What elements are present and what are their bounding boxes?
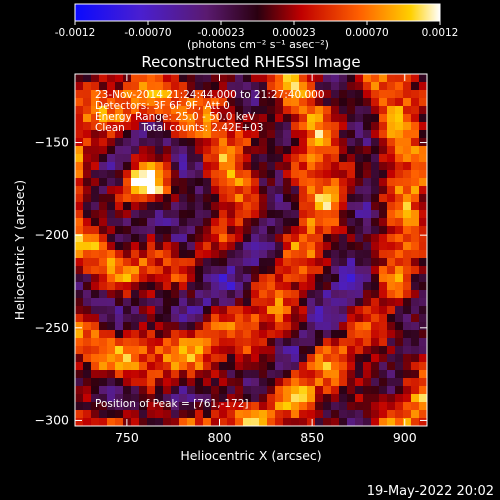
- y-tick-label: −250: [35, 320, 69, 335]
- info-line-detectors: Detectors: 3F 6F 9F, Att 0: [95, 100, 230, 112]
- colorbar-tick-label: -0.00023: [197, 27, 244, 39]
- timestamp: 19-May-2022 20:02: [367, 484, 494, 499]
- colorbar-tick-label: -0.00070: [124, 27, 171, 39]
- y-tick-label: −300: [35, 412, 69, 427]
- colorbar-unit-label: (photons cm⁻² s⁻¹ asec⁻²): [187, 38, 329, 51]
- x-tick-label: 900: [393, 430, 417, 445]
- colorbar-tick-label: 0.00070: [345, 27, 388, 39]
- plot-title: Reconstructed RHESSI Image: [141, 53, 360, 71]
- y-tick-label: −200: [35, 227, 69, 242]
- info-line-energy: Energy Range: 25.0 - 50.0 keV: [95, 111, 256, 123]
- info-text: 23-Nov-2014 21:24:44.000 to 21:27:40.000…: [95, 89, 325, 134]
- peak-position-label: Position of Peak = [761,-172]: [95, 398, 249, 410]
- y-tick-label: −150: [35, 135, 69, 150]
- colorbar-tick-label: -0.0012: [55, 27, 96, 39]
- y-axis-label: Heliocentric Y (arcsec): [12, 180, 27, 320]
- x-tick-label: 750: [115, 430, 139, 445]
- colorbar-tick-label: 0.0012: [422, 27, 459, 39]
- info-line-time: 23-Nov-2014 21:24:44.000 to 21:27:40.000: [95, 89, 325, 101]
- colorbar-tick-label: 0.00023: [272, 27, 315, 39]
- axes: 750 800 850 900 −150 −200 −250 −300: [35, 74, 427, 445]
- plot-frame: [74, 73, 428, 427]
- x-tick-label: 850: [300, 430, 324, 445]
- x-tick-label: 800: [208, 430, 232, 445]
- info-line-clean: Clean Total counts: 2.42E+03: [95, 122, 264, 134]
- heatmap: [75, 74, 427, 426]
- colorbar: [74, 3, 441, 22]
- x-axis-label: Heliocentric X (arcsec): [180, 448, 321, 463]
- colorbar-ticks: -0.0012 -0.00070 -0.00023 0.00023 0.00070 0.0…: [55, 21, 459, 39]
